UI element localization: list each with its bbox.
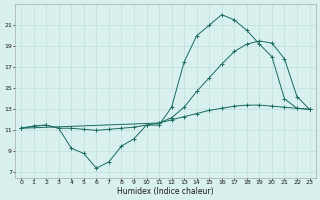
X-axis label: Humidex (Indice chaleur): Humidex (Indice chaleur) (117, 187, 214, 196)
